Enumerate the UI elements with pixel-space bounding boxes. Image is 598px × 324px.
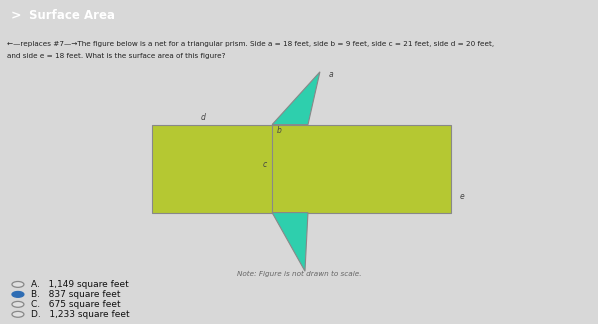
Text: ←—replaces #7—→The figure below is a net for a triangular prism. Side a = 18 fee: ←—replaces #7—→The figure below is a net… (7, 41, 495, 47)
Text: Note: Figure is not drawn to scale.: Note: Figure is not drawn to scale. (237, 271, 361, 277)
Circle shape (12, 311, 24, 317)
Bar (152, 125, 451, 213)
Polygon shape (272, 213, 308, 271)
Text: c: c (263, 160, 267, 169)
Text: b: b (277, 126, 282, 135)
Text: Surface Area: Surface Area (29, 9, 115, 22)
Circle shape (12, 282, 24, 287)
Text: a: a (328, 70, 333, 79)
Circle shape (12, 301, 24, 307)
Polygon shape (272, 72, 320, 125)
Text: and side e = 18 feet. What is the surface area of this figure?: and side e = 18 feet. What is the surfac… (7, 53, 225, 59)
Text: d: d (201, 113, 206, 122)
Text: D.   1,233 square feet: D. 1,233 square feet (31, 310, 130, 319)
Text: A.   1,149 square feet: A. 1,149 square feet (31, 280, 129, 289)
Circle shape (12, 292, 24, 297)
Text: >: > (11, 9, 22, 22)
Text: e: e (460, 192, 465, 201)
Text: B.   837 square feet: B. 837 square feet (31, 290, 121, 299)
Text: C.   675 square feet: C. 675 square feet (31, 300, 121, 309)
